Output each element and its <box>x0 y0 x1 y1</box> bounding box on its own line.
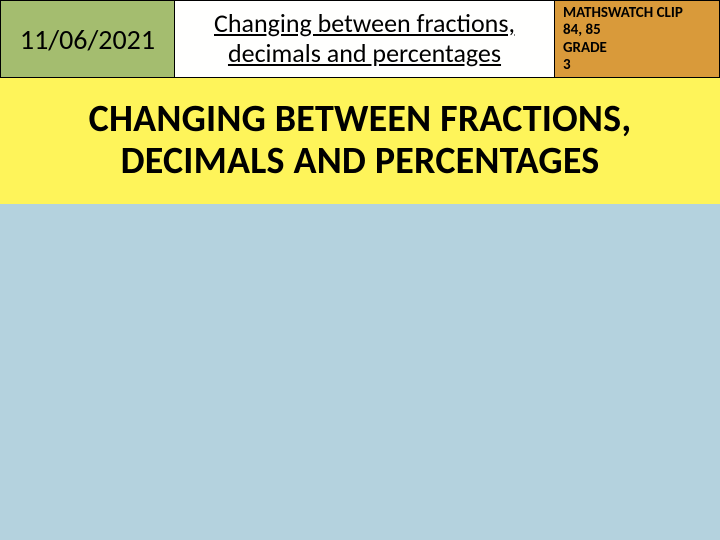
meta-cell: MATHSWATCH CLIP 84, 85 GRADE 3 <box>555 0 720 78</box>
meta-line-2: 84, 85 <box>563 22 713 39</box>
banner-line-1: CHANGING BETWEEN FRACTIONS, <box>89 99 632 141</box>
slide: 11/06/2021 Changing between fractions, d… <box>0 0 720 540</box>
meta-line-4: 3 <box>563 57 713 74</box>
meta-line-3: GRADE <box>563 40 713 57</box>
date-text: 11/06/2021 <box>20 22 155 57</box>
header-row: 11/06/2021 Changing between fractions, d… <box>0 0 720 78</box>
date-cell: 11/06/2021 <box>0 0 175 78</box>
meta-line-1: MATHSWATCH CLIP <box>563 5 713 22</box>
title-line-2: decimals and percentages <box>228 39 501 69</box>
banner: CHANGING BETWEEN FRACTIONS, DECIMALS AND… <box>0 78 720 204</box>
title-line-1: Changing between fractions, <box>214 9 515 39</box>
title-cell: Changing between fractions, decimals and… <box>175 0 555 78</box>
banner-line-2: DECIMALS AND PERCENTAGES <box>121 141 600 183</box>
